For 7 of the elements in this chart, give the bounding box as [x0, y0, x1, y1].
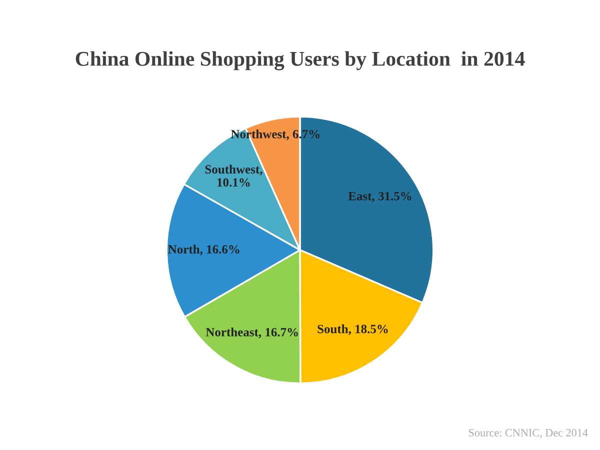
chart-title: China Online Shopping Users by Location in 2014 — [76, 51, 525, 70]
source-note: Source: CNNIC, Dec 2014 — [469, 428, 588, 438]
data-label: Northeast, 16.7% — [206, 328, 298, 338]
data-label: North, 16.6% — [168, 244, 240, 256]
data-label: South, 18.5% — [318, 324, 388, 336]
data-label: Southwest, 10.1% — [205, 164, 262, 187]
data-label: East, 31.5% — [348, 192, 412, 202]
